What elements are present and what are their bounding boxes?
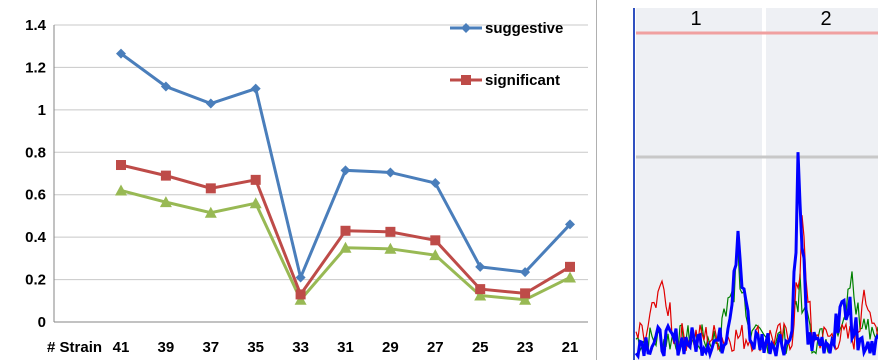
y-tick-label: 1 — [38, 102, 46, 119]
data-point — [565, 261, 575, 272]
x-tick-label: 25 — [472, 339, 489, 356]
data-point — [474, 289, 487, 301]
y-tick-label: 1.2 — [25, 59, 46, 76]
x-tick-label: 35 — [247, 339, 264, 356]
series-lines — [115, 48, 576, 305]
y-tick-label: 0.8 — [25, 144, 46, 161]
qtl-trace-blue — [634, 152, 878, 360]
data-point — [250, 83, 261, 94]
data-point — [564, 271, 576, 283]
data-point — [204, 206, 217, 218]
panel-background-2 — [766, 8, 878, 360]
data-point — [116, 48, 126, 59]
data-point — [295, 289, 306, 300]
data-point — [295, 272, 306, 283]
panel-label-1: 1 — [690, 8, 701, 30]
data-point — [519, 293, 532, 305]
x-tick-label: 33 — [292, 339, 309, 356]
panel-label-2: 2 — [820, 8, 831, 30]
x-tick-label: 41 — [113, 339, 130, 356]
data-point — [430, 235, 441, 246]
x-tick-label: 21 — [562, 339, 579, 356]
chart-divider — [596, 0, 597, 360]
data-point — [205, 98, 216, 109]
data-point — [385, 167, 396, 178]
data-point — [115, 184, 127, 196]
data-point — [339, 241, 352, 253]
y-tick-label: 1.4 — [25, 17, 47, 34]
plot-area-background — [0, 0, 600, 360]
data-point — [159, 196, 172, 208]
data-point — [116, 160, 126, 171]
data-point — [430, 178, 441, 189]
data-point — [520, 267, 531, 278]
x-tick-label: 27 — [427, 339, 444, 356]
x-tick-label: 29 — [382, 339, 399, 356]
qtl-traces — [633, 8, 878, 360]
line-chart: 0 0.2 0.4 0.6 0.8 1 1.2 1.4 41 39 37 35 33 31 29 27 25 23… — [0, 0, 600, 360]
y-tick-label: 0.4 — [25, 229, 47, 246]
y-tick-label: 0.6 — [25, 187, 46, 204]
legend: suggestive significant — [450, 20, 563, 89]
data-point — [461, 75, 471, 85]
data-point — [565, 219, 575, 230]
data-point — [461, 23, 471, 33]
legend-label: significant — [485, 72, 560, 89]
data-point — [429, 249, 442, 261]
axes: 0 0.2 0.4 0.6 0.8 1 1.2 1.4 41 39 37 35 33 31 29 27 25 23… — [25, 17, 588, 356]
data-point — [250, 174, 261, 185]
qtl-map-panel: 1 2 — [626, 0, 878, 360]
x-tick-label: 39 — [158, 339, 175, 356]
data-point — [249, 197, 262, 209]
data-point — [160, 81, 171, 92]
data-point — [385, 226, 396, 237]
x-tick-label: 23 — [517, 339, 534, 356]
data-point — [384, 242, 397, 254]
x-tick-label: 31 — [337, 339, 354, 356]
data-point — [475, 284, 486, 295]
y-tick-label: 0.2 — [25, 272, 46, 289]
panel-background-1 — [636, 8, 762, 360]
data-point — [160, 170, 171, 181]
y-tick-label: 0 — [38, 314, 46, 331]
data-point — [475, 261, 486, 272]
data-point — [340, 165, 351, 176]
legend-label: suggestive — [485, 20, 563, 37]
x-axis-prefix-label: # Strain — [47, 339, 102, 356]
x-tick-label: 37 — [202, 339, 219, 356]
data-point — [340, 225, 351, 236]
data-point — [205, 183, 216, 194]
data-point — [520, 288, 531, 299]
